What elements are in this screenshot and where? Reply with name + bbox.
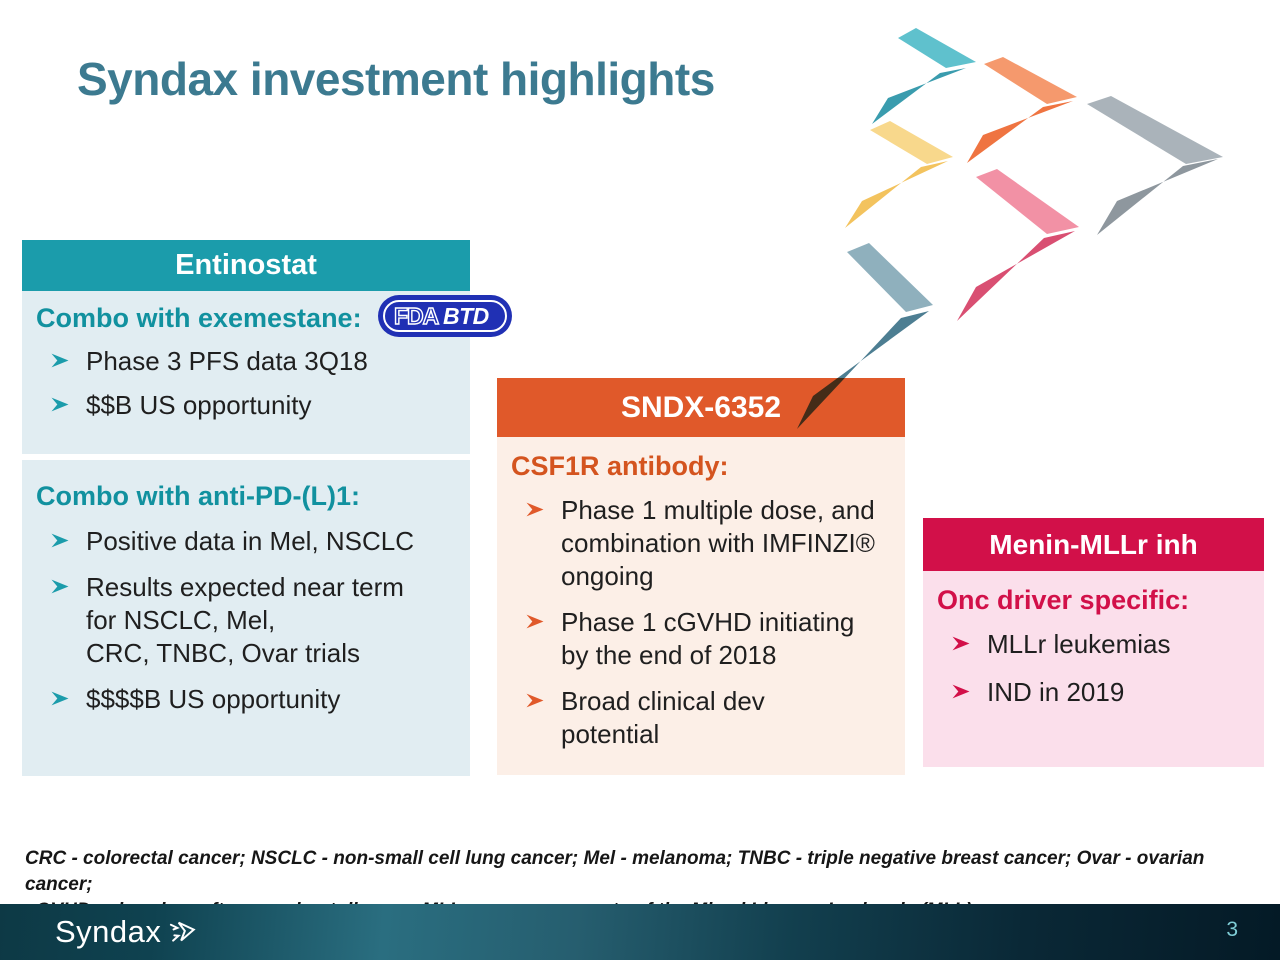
bullet-item: Phase 1 multiple dose, and combination w… <box>511 494 893 593</box>
sndx-bullet-list: Phase 1 multiple dose, and combination w… <box>511 494 893 751</box>
bullet-text: $$B US opportunity <box>86 390 312 421</box>
entinostat-panel-title: Entinostat <box>175 249 317 281</box>
bullet-arrow-icon <box>524 606 546 672</box>
menin-mllr-panel-title: Menin-MLLr inh <box>989 528 1198 560</box>
menin-mllr-panel-body: Onc driver specific: MLLr leukemias IND … <box>923 571 1264 767</box>
bullet-item: Results expected near term for NSCLC, Me… <box>36 571 456 670</box>
combo-anti-pd-heading: Combo with anti-PD-(L)1: <box>36 480 456 512</box>
bullet-item: Phase 3 PFS data 3Q18 <box>36 345 456 378</box>
entinostat-anti-pd-panel: Combo with anti-PD-(L)1: Positive data i… <box>22 460 470 776</box>
bullet-arrow-icon <box>49 345 71 378</box>
footer-brand-text: Syndax <box>55 914 162 949</box>
combo-anti-pd-heading-text: Combo with anti-PD-(L)1: <box>36 481 360 511</box>
page-number: 3 <box>1226 918 1238 942</box>
sndx-6352-panel: SNDX-6352 CSF1R antibody: Phase 1 multip… <box>497 378 905 775</box>
combo-anti-pd-bullet-list: Positive data in Mel, NSCLC Results expe… <box>36 525 456 716</box>
bullet-item: MLLr leukemias <box>937 628 1252 661</box>
bullet-arrow-icon <box>49 683 71 716</box>
sndx-6352-panel-header: SNDX-6352 <box>497 378 905 437</box>
footer-brand-logo: Syndax <box>55 914 199 950</box>
bullet-text: Broad clinical dev potential <box>561 686 765 750</box>
csf1r-heading-text: CSF1R antibody: <box>511 451 729 481</box>
menin-bullet-list: MLLr leukemias IND in 2019 <box>937 628 1252 709</box>
bullet-text: MLLr leukemias <box>987 629 1171 660</box>
bullet-text: Phase 1 cGVHD initiating by the end of 2… <box>561 607 855 671</box>
entinostat-panel: Entinostat Combo with exemestane: FDA BT… <box>22 240 512 454</box>
footer-bar: Syndax 3 <box>0 904 1280 960</box>
bullet-arrow-icon <box>49 525 71 558</box>
entinostat-panel-body: Combo with exemestane: FDA BTD Phase 3 P… <box>22 291 512 454</box>
fda-btd-badge: FDA BTD <box>378 295 512 337</box>
sndx-6352-panel-body: CSF1R antibody: Phase 1 multiple dose, a… <box>497 437 905 775</box>
fda-btd-badge-ring: FDA BTD <box>383 300 507 332</box>
fda-btd-badge-graphic: FDA BTD <box>393 303 489 329</box>
bullet-item: $$$$B US opportunity <box>36 683 456 716</box>
bullet-item: Positive data in Mel, NSCLC <box>36 525 456 558</box>
menin-mllr-panel-header: Menin-MLLr inh <box>923 518 1264 571</box>
bullet-item: $$B US opportunity <box>36 389 456 422</box>
bullet-arrow-icon <box>950 676 972 709</box>
sndx-6352-panel-title: SNDX-6352 <box>620 390 782 424</box>
bullet-arrow-icon <box>524 685 546 751</box>
bullet-text: Positive data in Mel, NSCLC <box>86 526 415 557</box>
bullet-text: Results expected near term for NSCLC, Me… <box>86 572 404 669</box>
bullet-arrow-icon <box>49 389 71 422</box>
bullet-item: Phase 1 cGVHD initiating by the end of 2… <box>511 606 893 672</box>
menin-mllr-panel: Menin-MLLr inh Onc driver specific: MLLr… <box>923 518 1264 767</box>
bullet-text: Phase 3 PFS data 3Q18 <box>86 346 368 377</box>
csf1r-heading: CSF1R antibody: <box>511 450 893 482</box>
bullet-item: IND in 2019 <box>937 676 1252 709</box>
page-title: Syndax investment highlights <box>77 53 715 105</box>
bullet-text: IND in 2019 <box>987 677 1125 708</box>
fda-badge-label: FDA <box>394 303 439 329</box>
bullet-text: Phase 1 multiple dose, and combination w… <box>561 495 875 592</box>
combo-exemestane-heading-text: Combo with exemestane: <box>36 303 362 333</box>
combo-exemestane-heading: Combo with exemestane: FDA BTD <box>36 295 512 337</box>
footer-chevrons-icon <box>169 919 199 945</box>
btd-badge-label: BTD <box>443 303 489 329</box>
bullet-item: Broad clinical dev potential <box>511 685 893 751</box>
combo-exemestane-bullet-list: Phase 3 PFS data 3Q18 $$B US opportunity <box>36 345 456 422</box>
bullet-text: $$$$B US opportunity <box>86 684 341 715</box>
bullet-arrow-icon <box>524 494 546 593</box>
onc-driver-heading-text: Onc driver specific: <box>937 585 1190 615</box>
entinostat-panel-header: Entinostat <box>22 240 470 291</box>
footnote-line-1: CRC - colorectal cancer; NSCLC - non-sma… <box>25 848 1205 896</box>
bullet-arrow-icon <box>950 628 972 661</box>
bullet-arrow-icon <box>49 571 71 670</box>
onc-driver-heading: Onc driver specific: <box>937 584 1252 616</box>
